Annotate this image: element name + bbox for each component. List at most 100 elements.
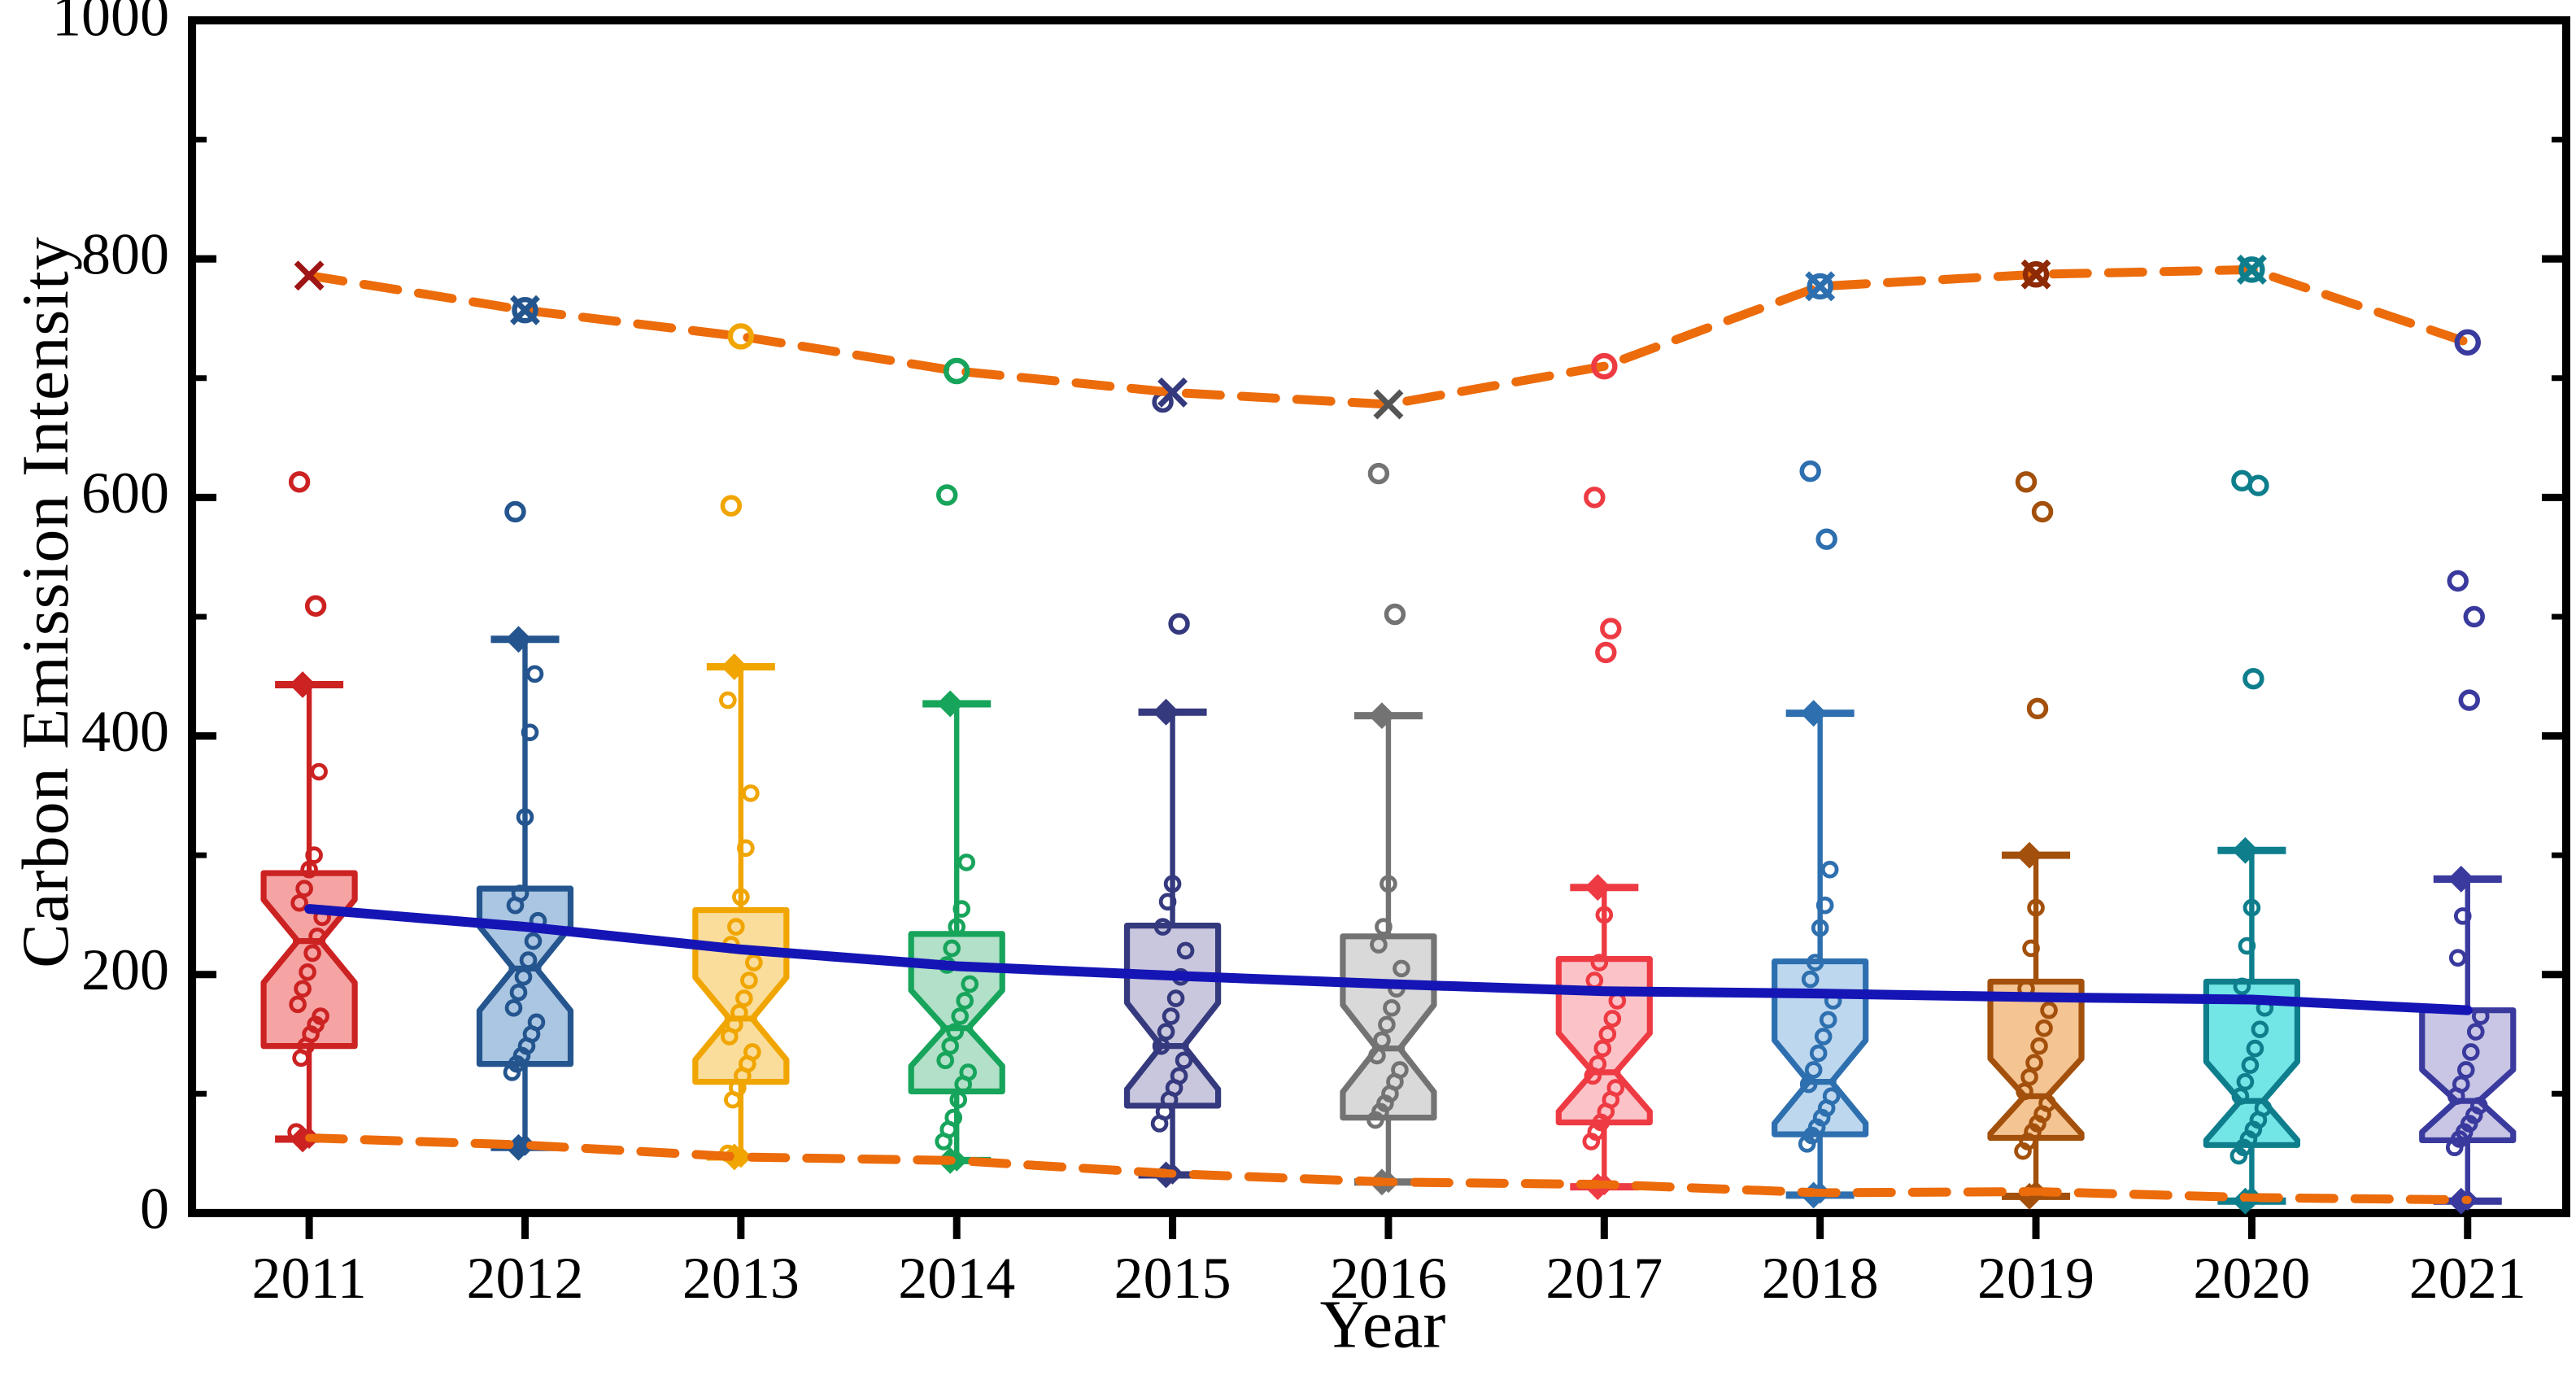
- data-point: [1175, 1051, 1193, 1070]
- data-point: [2452, 1075, 2470, 1094]
- outlier-point: [1384, 603, 1406, 626]
- data-point: [743, 1043, 761, 1061]
- data-point: [299, 963, 316, 981]
- outliers-2020: [2231, 469, 2269, 690]
- outlier-point: [2015, 471, 2038, 493]
- box-2017: [1555, 874, 1653, 1201]
- data-point: [2236, 1072, 2255, 1091]
- data-point: [287, 1123, 305, 1142]
- data-point: [1814, 1028, 1833, 1046]
- outlier-point: [2243, 667, 2264, 690]
- data-point: [2038, 1094, 2056, 1112]
- x-tick-label: 2018: [1762, 1246, 1879, 1311]
- outlier-point: [1595, 641, 1617, 664]
- y-tick-label: 1000: [52, 0, 169, 49]
- data-point: [509, 983, 528, 1002]
- data-point: [961, 975, 979, 993]
- max-marker-2020: [2236, 254, 2267, 285]
- x-tick-label: 2021: [2409, 1246, 2526, 1311]
- data-point: [2469, 1097, 2488, 1115]
- data-point: [1593, 1039, 1612, 1058]
- outlier-point: [304, 595, 327, 617]
- max-marker-2019: [2020, 259, 2051, 290]
- data-point: [732, 888, 750, 906]
- outliers-2017: [1584, 487, 1622, 664]
- data-points-2016: [1366, 875, 1410, 1129]
- whisker-cap-marker: [2231, 836, 2259, 864]
- data-point: [2456, 1061, 2475, 1079]
- x-tick-label: 2017: [1545, 1246, 1663, 1311]
- data-point: [504, 998, 523, 1017]
- data-point: [2231, 1087, 2250, 1106]
- data-point: [2035, 1019, 2053, 1037]
- data-point: [957, 854, 976, 871]
- whisker-cap-marker: [2447, 866, 2475, 893]
- data-point: [936, 1051, 955, 1070]
- data-point: [1801, 970, 1820, 989]
- data-point: [511, 884, 530, 902]
- outliers-2021: [2447, 570, 2485, 711]
- data-point: [2461, 1043, 2480, 1061]
- box-2012: [476, 626, 574, 1161]
- x-tick-label: 2019: [1977, 1246, 2094, 1311]
- data-points-2021: [2445, 907, 2490, 1157]
- y-tick-label: 0: [140, 1176, 169, 1241]
- data-point: [1370, 936, 1388, 954]
- whisker-cap-marker: [1368, 702, 1396, 730]
- data-point: [719, 691, 737, 709]
- max-marker-2021: [2454, 329, 2481, 356]
- outlier-point: [1799, 460, 1821, 482]
- data-point: [1391, 1061, 1409, 1079]
- x-tick-label: 2015: [1114, 1246, 1231, 1311]
- data-point: [312, 1007, 329, 1025]
- whisker-cap-marker: [945, 1149, 968, 1172]
- outlier-point: [1584, 487, 1606, 509]
- data-point: [737, 839, 755, 858]
- data-point: [1595, 906, 1614, 924]
- data-point: [295, 880, 313, 897]
- box-2016: [1340, 702, 1437, 1196]
- outlier-point: [2447, 570, 2469, 592]
- max-marker-2017: [1591, 352, 1618, 380]
- outlier-point: [2031, 500, 2054, 523]
- data-point: [1158, 893, 1177, 911]
- data-point: [2022, 939, 2040, 958]
- data-point: [1799, 1075, 1818, 1094]
- x-tick-label: 2020: [2193, 1246, 2310, 1311]
- outliers-2013: [720, 495, 743, 517]
- outliers-2011: [288, 471, 327, 617]
- max-marker-2015: [1157, 377, 1188, 408]
- outlier-point: [1367, 462, 1390, 485]
- data-point: [2241, 1056, 2260, 1074]
- whisker-cap-marker: [721, 653, 748, 680]
- data-point: [1368, 1046, 1386, 1065]
- data-points-2013: [719, 691, 763, 1163]
- data-point: [1606, 1079, 1625, 1097]
- data-point: [1163, 875, 1182, 893]
- data-point: [1804, 1061, 1823, 1079]
- data-point: [745, 954, 763, 971]
- y-tick-label: 200: [81, 937, 169, 1002]
- x-axis-ticks: 2011 2012 2013 2014 2015 2016 2017 2018 2019 2020…: [251, 1212, 2526, 1311]
- data-point: [727, 918, 745, 936]
- data-point: [1378, 1015, 1396, 1034]
- outlier-point: [288, 471, 311, 493]
- data-point: [1152, 1037, 1170, 1055]
- data-point: [1375, 918, 1393, 936]
- data-point: [289, 995, 307, 1014]
- outlier-point: [1815, 528, 1837, 550]
- upper-envelope-dashed-line: [294, 254, 2481, 420]
- data-point: [2246, 1039, 2264, 1058]
- max-marker-2018: [1805, 271, 1836, 302]
- data-point: [951, 1007, 970, 1025]
- outliers-2019: [2015, 471, 2054, 720]
- notched-box: [908, 931, 1005, 1094]
- data-point: [742, 784, 760, 802]
- y-tick-label: 800: [81, 222, 169, 287]
- data-point: [941, 1037, 960, 1055]
- notched-box: [1340, 933, 1437, 1121]
- data-point: [2471, 1007, 2490, 1025]
- whisker-cap-marker: [289, 671, 316, 698]
- data-point: [514, 967, 533, 986]
